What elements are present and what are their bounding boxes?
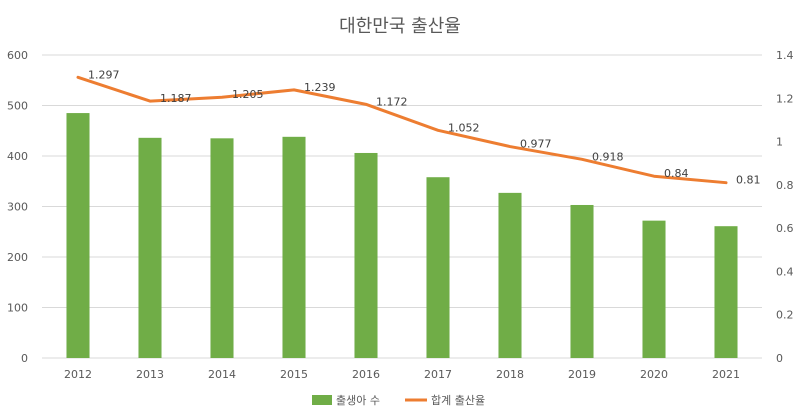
line-series: 1.297 1.187 1.205 1.239 1.172 1.052 0.977 0.918… <box>76 68 761 187</box>
x-axis-tick-label: 2018 <box>496 368 524 381</box>
line-data-label-2020: 0.84 <box>664 167 689 180</box>
x-axis-ticks: 2012 2013 2014 2015 2016 2017 2018 2019 2020 2021 <box>64 368 740 381</box>
line-data-label-2012: 1.297 <box>88 68 120 81</box>
chart-title: 대한만국 출산율 <box>339 16 461 37</box>
bar-2019 <box>570 204 594 358</box>
gridlines <box>42 54 762 359</box>
left-axis-tick-label: 300 <box>7 201 28 214</box>
right-axis-tick-label: 0 <box>776 352 783 365</box>
x-axis-tick-label: 2020 <box>640 368 668 381</box>
right-axis-tick-label: 1.4 <box>776 49 794 62</box>
line-data-label-2013: 1.187 <box>160 92 192 105</box>
left-axis-tick-label: 0 <box>21 352 28 365</box>
x-axis-tick-label: 2013 <box>136 368 164 381</box>
x-axis-tick-label: 2017 <box>424 368 452 381</box>
left-axis-tick-label: 400 <box>7 150 28 163</box>
x-axis-tick-label: 2014 <box>208 368 236 381</box>
line-series-path <box>76 75 728 185</box>
line-data-label-2017: 1.052 <box>448 121 480 134</box>
bar-2021 <box>714 226 738 358</box>
left-axis-tick-label: 100 <box>7 302 28 315</box>
line-data-label-2019: 0.918 <box>592 150 624 163</box>
x-axis-tick-label: 2012 <box>64 368 92 381</box>
bar-2014 <box>210 138 234 358</box>
bar-2017 <box>426 177 450 358</box>
line-data-label-2014: 1.205 <box>232 88 264 101</box>
right-axis-tick-label: 0.2 <box>776 309 794 322</box>
right-axis-tick-label: 0.8 <box>776 179 794 192</box>
legend-label-bar: 출생아 수 <box>336 394 380 407</box>
x-axis-tick-label: 2016 <box>352 368 380 381</box>
legend: 출생아 수 합계 출산율 <box>312 394 485 407</box>
line-data-label-2016: 1.172 <box>376 95 408 108</box>
line-data-label-2015: 1.239 <box>304 81 336 94</box>
legend-label-line: 합계 출산율 <box>431 394 485 407</box>
right-axis-tick-label: 0.4 <box>776 265 794 278</box>
x-axis-tick-label: 2019 <box>568 368 596 381</box>
bar-2018 <box>498 192 522 358</box>
bar-2016 <box>354 152 378 358</box>
left-axis-tick-label: 600 <box>7 49 28 62</box>
legend-swatch-bar <box>312 395 332 405</box>
left-axis-ticks: 0 100 200 300 400 500 600 <box>7 49 28 365</box>
bar-2012 <box>66 113 90 358</box>
bar-2015 <box>282 136 306 358</box>
right-axis-tick-label: 1 <box>776 136 783 149</box>
bar-2020 <box>642 220 666 358</box>
right-axis-tick-label: 1.2 <box>776 92 794 105</box>
right-axis-tick-label: 0.6 <box>776 222 794 235</box>
x-axis-tick-label: 2015 <box>280 368 308 381</box>
left-axis-tick-label: 200 <box>7 251 28 264</box>
x-axis-tick-label: 2021 <box>712 368 740 381</box>
left-axis-tick-label: 500 <box>7 100 28 113</box>
line-data-label-2018: 0.977 <box>520 138 552 151</box>
right-axis-ticks: 0 0.2 0.4 0.6 0.8 1 1.2 1.4 <box>776 49 794 365</box>
line-data-label-2021: 0.81 <box>736 174 761 187</box>
bar-series <box>66 113 738 358</box>
bar-2013 <box>138 137 162 358</box>
